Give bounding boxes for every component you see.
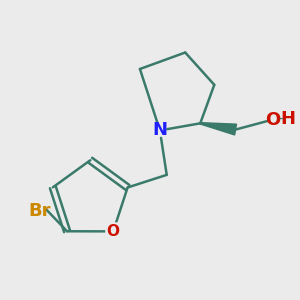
Text: N: N xyxy=(152,122,167,140)
Text: O: O xyxy=(107,224,120,239)
Text: Br: Br xyxy=(28,202,51,220)
Text: O: O xyxy=(265,111,280,129)
Polygon shape xyxy=(200,123,236,135)
Text: -: - xyxy=(279,113,284,127)
Text: H: H xyxy=(280,110,295,128)
